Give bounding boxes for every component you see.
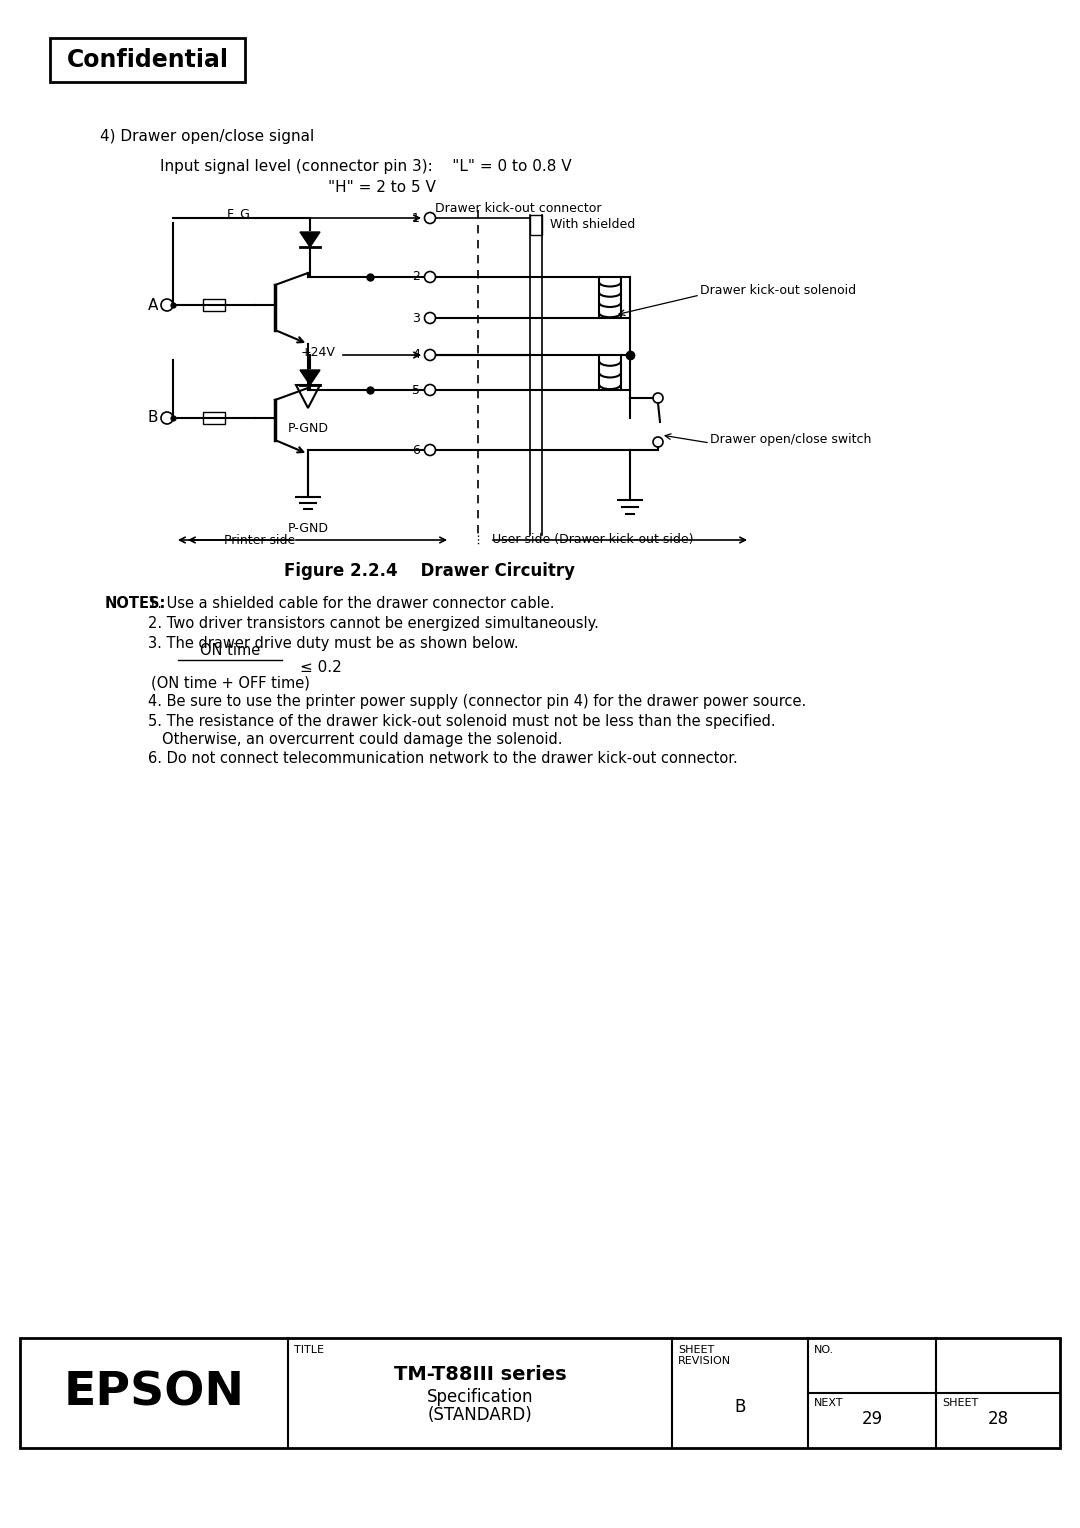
Text: 3: 3 bbox=[413, 312, 420, 324]
Text: Printer side: Printer side bbox=[224, 533, 295, 547]
Text: 1: 1 bbox=[413, 211, 420, 225]
Text: 28: 28 bbox=[987, 1410, 1009, 1429]
Text: B: B bbox=[734, 1398, 745, 1416]
Text: ≤ 0.2: ≤ 0.2 bbox=[300, 660, 341, 675]
Text: Drawer open/close switch: Drawer open/close switch bbox=[710, 434, 872, 446]
Text: Specification: Specification bbox=[427, 1387, 534, 1406]
Text: Input signal level (connector pin 3):    "L" = 0 to 0.8 V: Input signal level (connector pin 3): "L… bbox=[160, 159, 571, 174]
Text: 1. Use a shielded cable for the drawer connector cable.: 1. Use a shielded cable for the drawer c… bbox=[148, 596, 554, 611]
Text: +24V: +24V bbox=[301, 347, 336, 359]
Text: (ON time + OFF time): (ON time + OFF time) bbox=[150, 675, 310, 691]
Text: F. G: F. G bbox=[227, 208, 249, 222]
Text: SHEET: SHEET bbox=[678, 1345, 714, 1355]
Text: 6. Do not connect telecommunication network to the drawer kick-out connector.: 6. Do not connect telecommunication netw… bbox=[148, 750, 738, 766]
Text: "H" = 2 to 5 V: "H" = 2 to 5 V bbox=[328, 180, 436, 196]
Text: B: B bbox=[148, 411, 159, 425]
Text: 4. Be sure to use the printer power supply (connector pin 4) for the drawer powe: 4. Be sure to use the printer power supp… bbox=[148, 694, 807, 709]
Text: ON time: ON time bbox=[200, 643, 260, 659]
Text: A: A bbox=[148, 298, 158, 313]
Text: (STANDARD): (STANDARD) bbox=[428, 1406, 532, 1424]
Text: With shielded: With shielded bbox=[550, 219, 635, 232]
Text: REVISION: REVISION bbox=[678, 1355, 731, 1366]
Text: 29: 29 bbox=[862, 1410, 882, 1429]
Text: SHEET: SHEET bbox=[942, 1398, 978, 1407]
Text: Otherwise, an overcurrent could damage the solenoid.: Otherwise, an overcurrent could damage t… bbox=[162, 732, 563, 747]
Text: NOTES:: NOTES: bbox=[105, 596, 166, 611]
Polygon shape bbox=[300, 232, 320, 248]
Text: 6: 6 bbox=[413, 443, 420, 457]
Text: 2: 2 bbox=[413, 270, 420, 284]
Text: P-GND: P-GND bbox=[287, 523, 328, 535]
Text: TM-T88III series: TM-T88III series bbox=[394, 1366, 566, 1384]
Text: Drawer kick-out solenoid: Drawer kick-out solenoid bbox=[700, 284, 856, 296]
Text: 5. The resistance of the drawer kick-out solenoid must not be less than the spec: 5. The resistance of the drawer kick-out… bbox=[148, 714, 775, 729]
Text: Drawer kick-out connector: Drawer kick-out connector bbox=[435, 202, 602, 214]
Text: 3. The drawer drive duty must be as shown below.: 3. The drawer drive duty must be as show… bbox=[148, 636, 518, 651]
Bar bbox=[50, 38, 245, 83]
Bar bbox=[203, 413, 225, 423]
Text: 5: 5 bbox=[411, 384, 420, 396]
Text: TITLE: TITLE bbox=[294, 1345, 324, 1355]
Text: EPSON: EPSON bbox=[64, 1371, 244, 1415]
Bar bbox=[203, 299, 225, 312]
Text: NEXT: NEXT bbox=[814, 1398, 843, 1407]
Text: Confidential: Confidential bbox=[67, 47, 229, 72]
Polygon shape bbox=[300, 370, 320, 385]
Text: NO.: NO. bbox=[814, 1345, 834, 1355]
Bar bbox=[21, 1339, 1059, 1449]
Bar bbox=[530, 215, 542, 235]
Text: User side (Drawer kick-out side): User side (Drawer kick-out side) bbox=[492, 533, 693, 547]
Text: P-GND: P-GND bbox=[287, 422, 328, 435]
Text: 4: 4 bbox=[413, 348, 420, 362]
Text: 4) Drawer open/close signal: 4) Drawer open/close signal bbox=[100, 130, 314, 145]
Polygon shape bbox=[296, 385, 320, 408]
Text: 2. Two driver transistors cannot be energized simultaneously.: 2. Two driver transistors cannot be ener… bbox=[148, 616, 599, 631]
Text: Figure 2.2.4    Drawer Circuitry: Figure 2.2.4 Drawer Circuitry bbox=[284, 562, 576, 581]
